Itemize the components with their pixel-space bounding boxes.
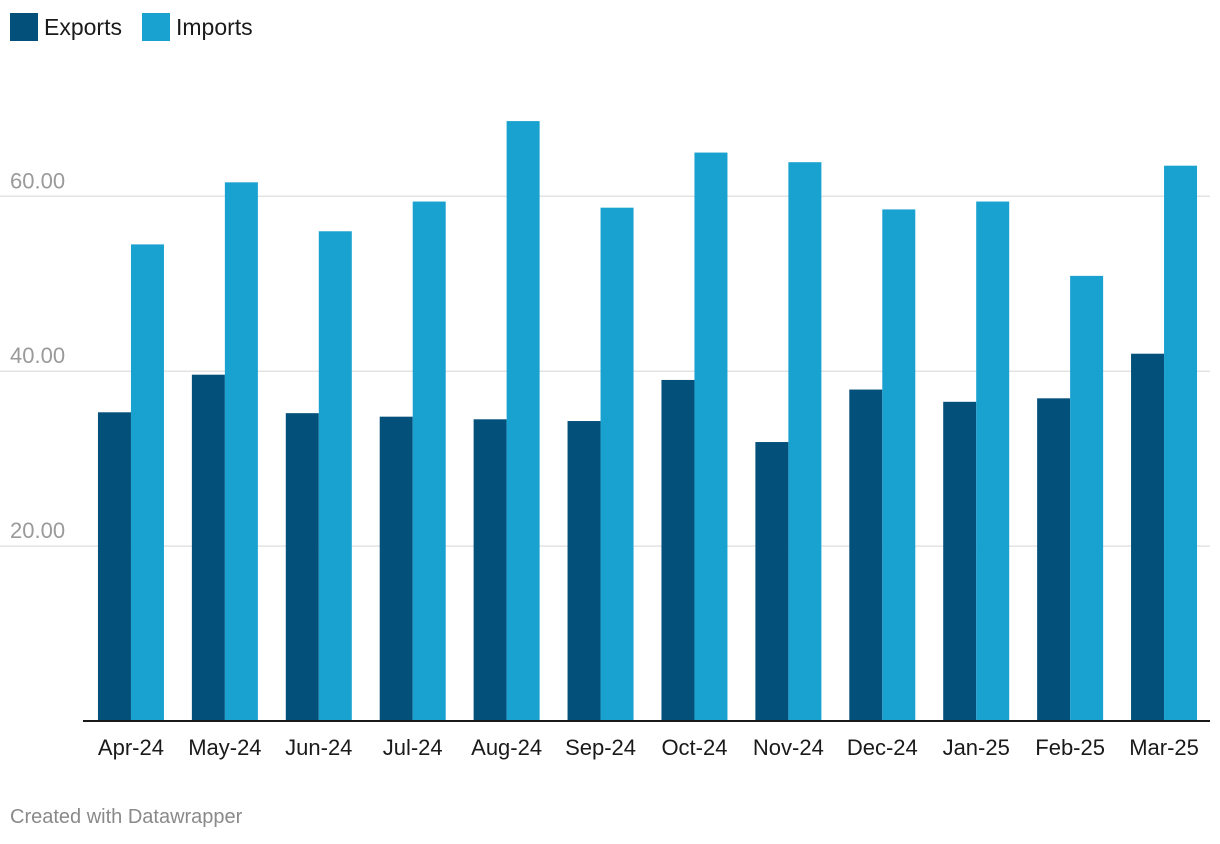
bar-exports-mar-25	[1131, 353, 1165, 721]
bar-imports-jan-25	[976, 201, 1010, 721]
y-tick-label: 40.00	[10, 343, 65, 368]
legend-item-imports: Imports	[141, 13, 253, 41]
x-tick-label: Sep-24	[565, 735, 636, 760]
bar-imports-aug-24	[506, 121, 540, 721]
x-tick-label: Nov-24	[753, 735, 824, 760]
bar-imports-nov-24	[788, 162, 822, 721]
bar-imports-dec-24	[882, 209, 916, 722]
x-tick-label: Dec-24	[847, 735, 918, 760]
footer-credit: Created with Datawrapper	[10, 806, 243, 828]
bar-exports-jan-25	[943, 401, 977, 721]
bar-exports-jul-24	[379, 416, 413, 721]
bar-exports-nov-24	[755, 442, 789, 721]
x-tick-label: Mar-25	[1129, 735, 1199, 760]
bar-imports-mar-25	[1164, 165, 1198, 721]
bar-imports-feb-25	[1070, 275, 1104, 721]
bar-imports-oct-24	[694, 152, 728, 721]
bar-exports-apr-24	[97, 412, 131, 721]
bar-exports-oct-24	[661, 379, 695, 721]
y-tick-label: 60.00	[10, 168, 65, 193]
bar-imports-may-24	[224, 182, 258, 722]
bar-imports-jul-24	[412, 201, 446, 721]
y-tick-label: 20.00	[10, 518, 65, 543]
bar-exports-jun-24	[285, 413, 319, 721]
bar-exports-may-24	[191, 374, 225, 721]
legend-swatch	[141, 13, 170, 41]
legend-item-exports: Exports	[10, 13, 122, 41]
x-tick-label: Apr-24	[98, 735, 164, 760]
bar-exports-aug-24	[473, 419, 507, 721]
bar-imports-jun-24	[318, 231, 352, 721]
x-tick-label: Jul-24	[383, 735, 443, 760]
x-tick-label: Oct-24	[661, 735, 727, 760]
x-tick-label: Jan-25	[943, 735, 1010, 760]
legend-label: Exports	[44, 13, 122, 40]
bar-imports-sep-24	[600, 207, 634, 721]
x-tick-label: Feb-25	[1035, 735, 1105, 760]
legend-swatch	[10, 13, 38, 41]
bar-exports-sep-24	[567, 421, 601, 721]
bar-exports-dec-24	[849, 389, 883, 721]
x-tick-label: May-24	[188, 735, 261, 760]
x-tick-label: Jun-24	[285, 735, 352, 760]
x-tick-label: Aug-24	[471, 735, 542, 760]
chart-legend: Exports Imports	[10, 12, 273, 42]
bar-imports-apr-24	[130, 244, 164, 721]
legend-label: Imports	[175, 13, 253, 40]
bar-exports-feb-25	[1037, 398, 1071, 721]
